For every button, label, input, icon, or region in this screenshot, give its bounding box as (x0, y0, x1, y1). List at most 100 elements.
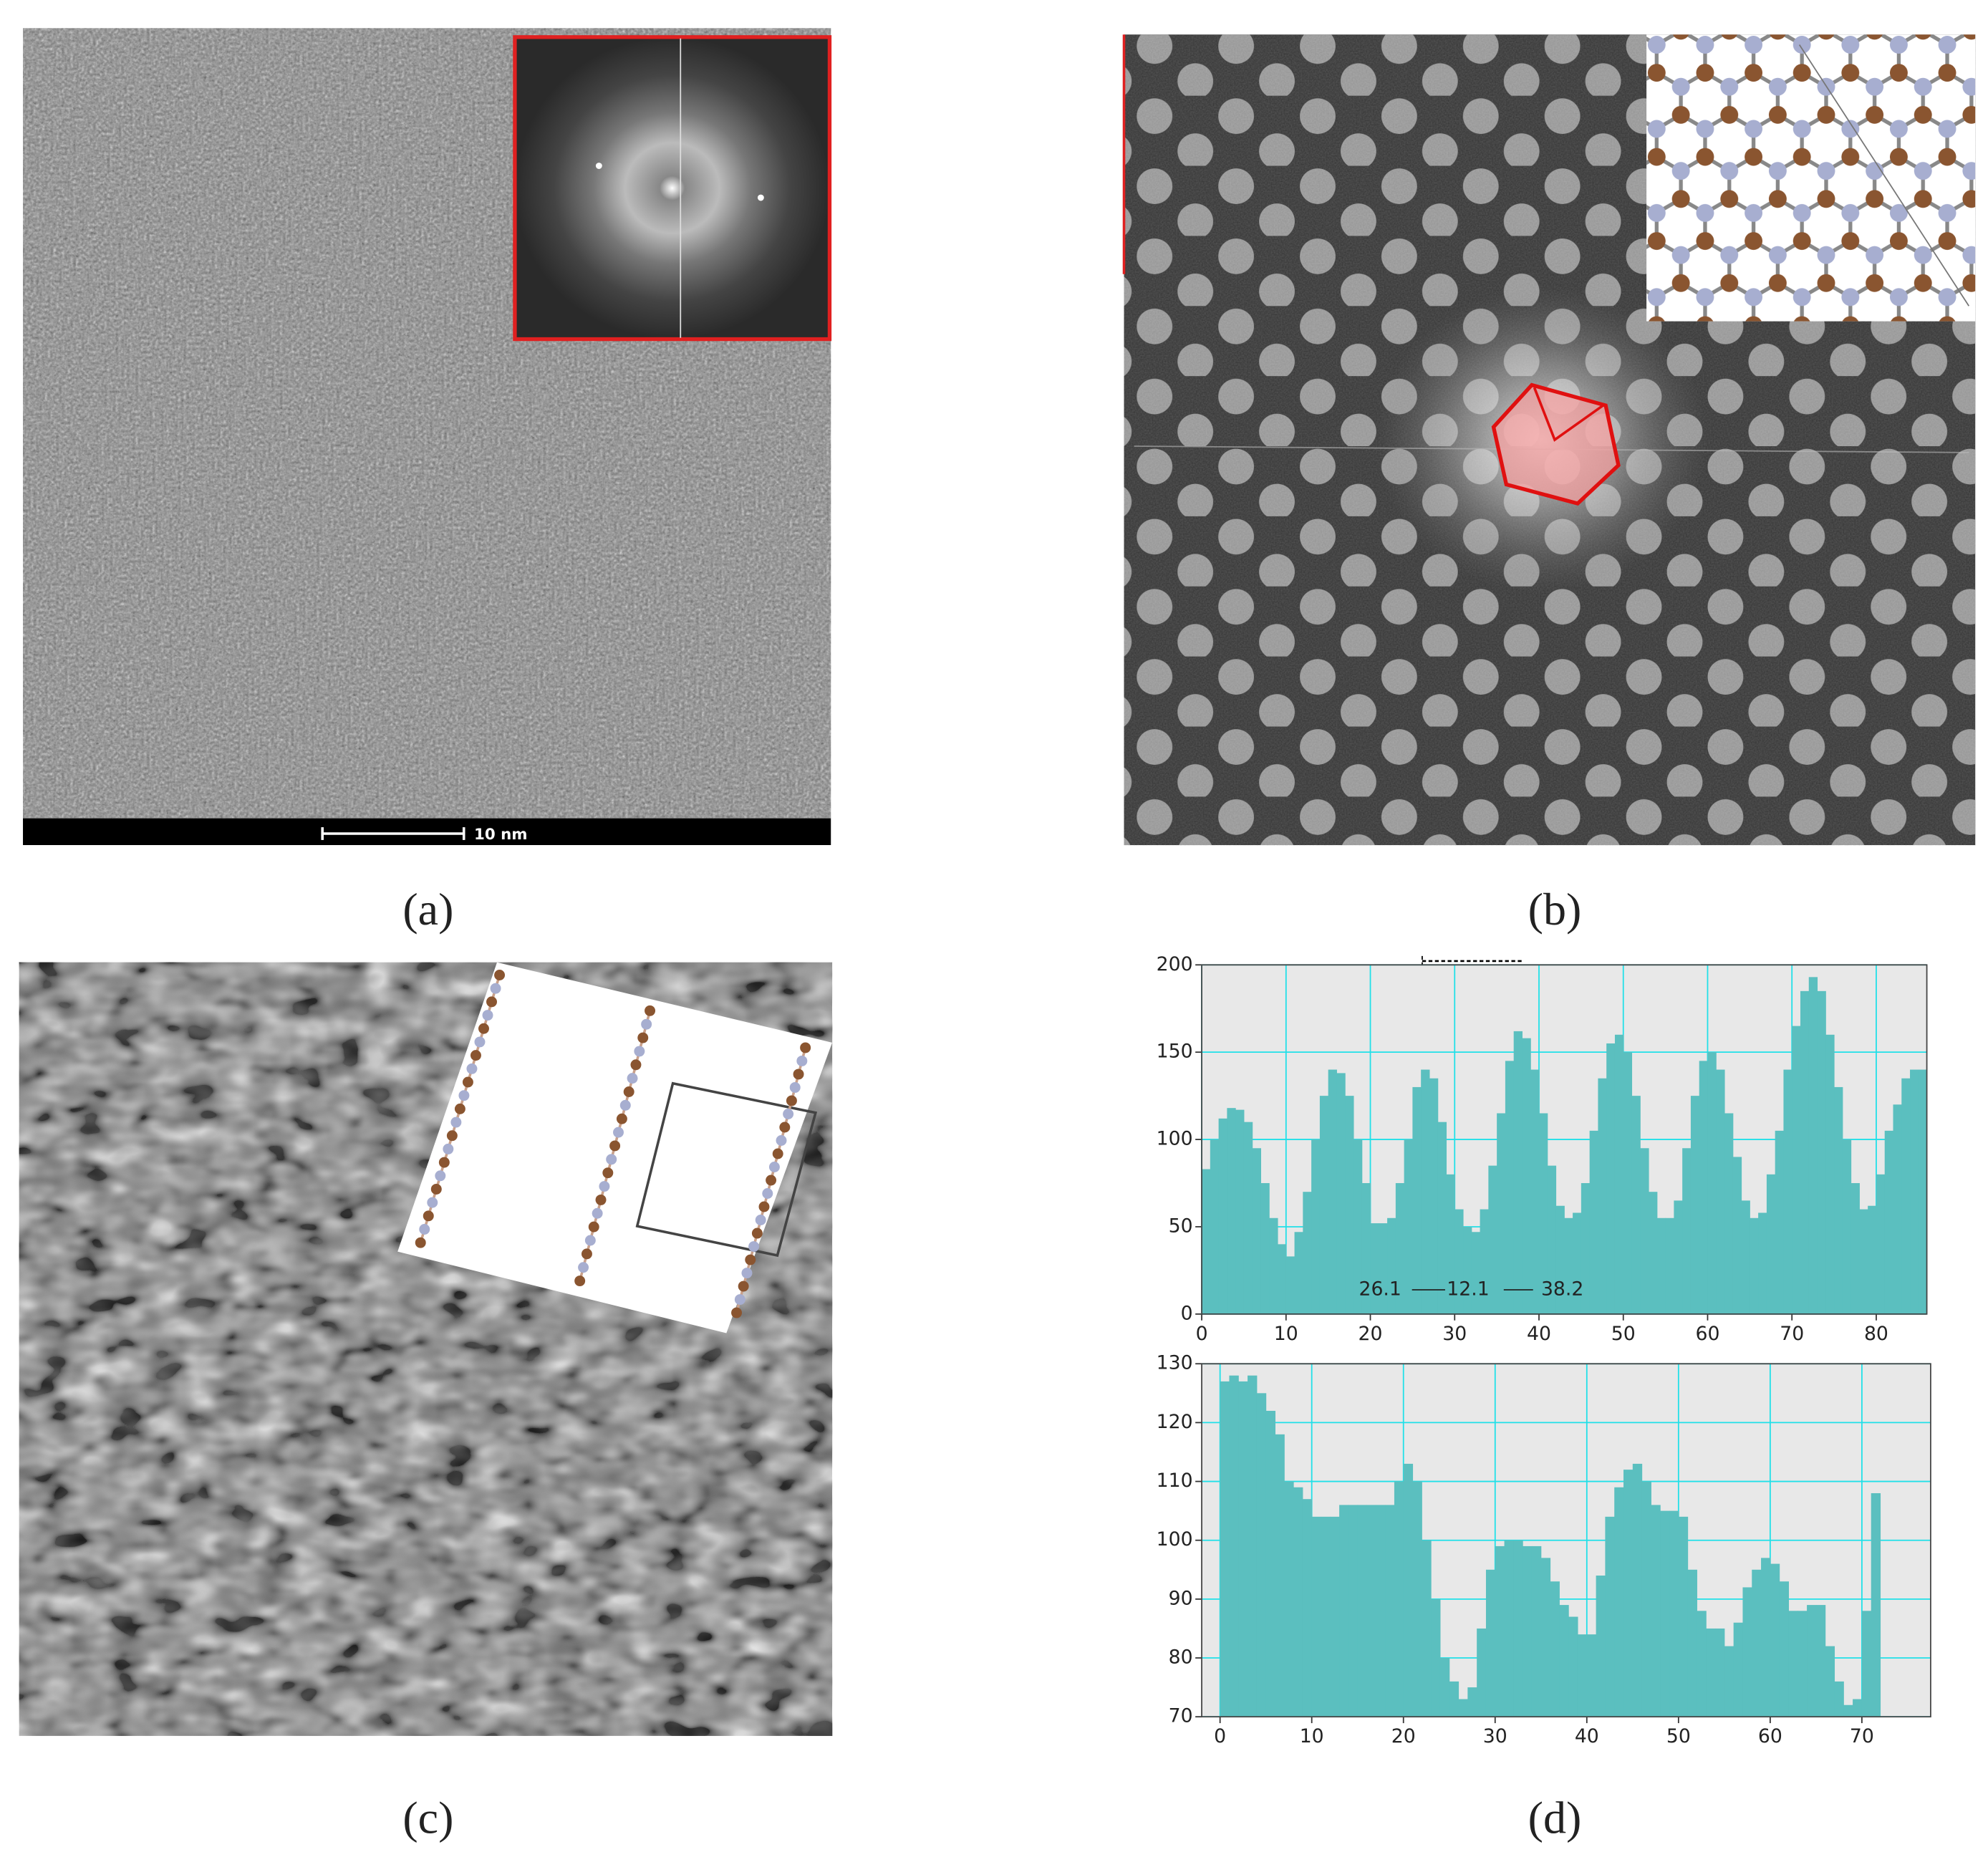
atom (623, 1086, 634, 1097)
atom (482, 1010, 493, 1021)
atom (641, 1018, 652, 1030)
y-tick-label: 120 (1157, 1411, 1193, 1433)
bar (1766, 1174, 1776, 1314)
bar (1641, 1481, 1651, 1717)
bar (1876, 1174, 1886, 1314)
plot-frame (1201, 964, 1928, 1315)
atom (745, 1254, 756, 1265)
atom (755, 1215, 766, 1226)
bar (1651, 1505, 1661, 1717)
bar (1598, 1078, 1607, 1314)
bar (1303, 1192, 1312, 1314)
atom (486, 996, 497, 1008)
atom (738, 1281, 749, 1292)
cell-edge (1798, 44, 1970, 307)
bar (1220, 1381, 1230, 1717)
bar (1758, 1212, 1767, 1314)
bar (1577, 1634, 1588, 1717)
atom (438, 1157, 450, 1168)
bar (1631, 1096, 1641, 1314)
bar (1218, 1118, 1227, 1314)
bar (1252, 1148, 1262, 1314)
atom (768, 1162, 780, 1172)
bar (1674, 1200, 1683, 1314)
bar (1265, 1410, 1276, 1717)
bar (1412, 1481, 1422, 1717)
bar (1842, 1139, 1852, 1314)
atom (627, 1073, 638, 1084)
bar (1656, 1217, 1666, 1314)
bar (1404, 1139, 1413, 1314)
bar (1403, 1463, 1414, 1717)
bar (1229, 1375, 1239, 1717)
bar (1614, 1487, 1624, 1717)
bar (1851, 1183, 1860, 1314)
bar (1385, 1505, 1395, 1717)
bar (1439, 1658, 1450, 1717)
bar (1366, 1505, 1376, 1717)
bar (1868, 1205, 1877, 1314)
x-tick-label: 50 (1666, 1725, 1691, 1747)
bar (1623, 1470, 1634, 1717)
atom (776, 1135, 787, 1146)
brillouin-zone (1491, 382, 1621, 506)
bar (1724, 1646, 1734, 1717)
bar (1547, 1165, 1557, 1314)
atom (609, 1140, 621, 1152)
atom (748, 1241, 760, 1253)
bar (1530, 1069, 1540, 1314)
atom (772, 1148, 783, 1159)
atom (458, 1090, 470, 1101)
bar (1783, 1069, 1792, 1314)
bar (1421, 1069, 1430, 1314)
honeycomb (1646, 34, 1976, 322)
bar (1311, 1139, 1321, 1314)
bar (1458, 1699, 1468, 1717)
atom (578, 1262, 589, 1273)
bar (1429, 1078, 1439, 1314)
bar (1798, 1611, 1808, 1717)
atom (490, 983, 501, 994)
x-tick-label: 0 (1214, 1725, 1226, 1747)
y-tick-label: 0 (1181, 1302, 1193, 1324)
bar (1505, 1061, 1515, 1314)
bar (1285, 1256, 1295, 1314)
x-tick-label: 10 (1274, 1323, 1298, 1345)
bar (1412, 1086, 1422, 1314)
bar (1278, 1244, 1287, 1314)
bar (1807, 1605, 1817, 1717)
bar (1235, 1109, 1245, 1314)
bar (1581, 1183, 1591, 1314)
measurement: 38.2 (1541, 1278, 1583, 1301)
bar (1853, 1699, 1863, 1717)
atom (581, 1248, 592, 1260)
plot-frame (1201, 1363, 1931, 1718)
y-tick-label: 150 (1157, 1041, 1193, 1063)
atom (435, 1170, 446, 1182)
bar (1800, 990, 1810, 1314)
bar (1687, 1569, 1697, 1717)
atom (762, 1188, 773, 1199)
bar (1699, 1061, 1709, 1314)
bar (1716, 1069, 1725, 1314)
atom (630, 1059, 642, 1071)
bar (1437, 1122, 1447, 1314)
atom (783, 1109, 794, 1119)
atom (789, 1081, 801, 1093)
atom (450, 1116, 462, 1128)
bar (1834, 1086, 1843, 1314)
x-tick-label: 60 (1695, 1323, 1719, 1345)
bar (1559, 1605, 1569, 1717)
bar (1640, 1148, 1649, 1314)
atom (766, 1175, 777, 1186)
fft-spot (757, 194, 764, 201)
atom (758, 1201, 770, 1212)
bar (1843, 1704, 1853, 1717)
bar (1311, 1516, 1322, 1717)
bar (1792, 1026, 1801, 1314)
bar (1752, 1569, 1762, 1717)
atom (446, 1130, 458, 1142)
bar (1750, 1217, 1759, 1314)
bar (1454, 1209, 1464, 1314)
